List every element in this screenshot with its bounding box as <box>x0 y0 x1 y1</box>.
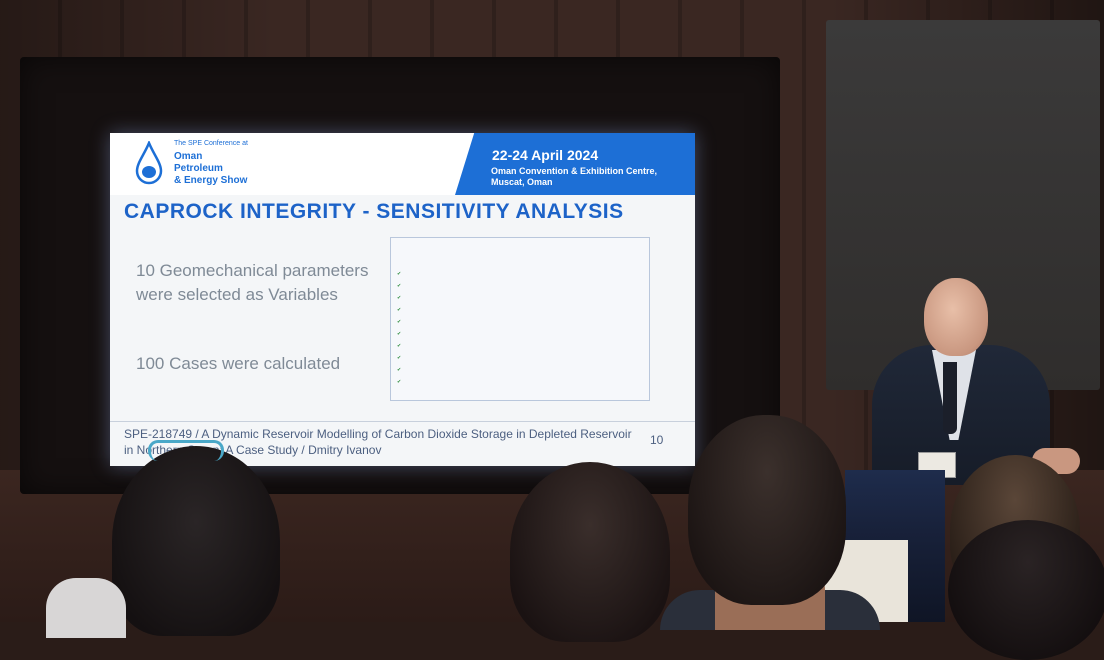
table-row: ✔ <box>397 271 402 277</box>
speaker-head <box>924 278 988 356</box>
spe-drop-logo-icon <box>135 141 163 185</box>
table-row: ✔ <box>397 355 402 361</box>
bullet-variables: 10 Geomechanical parameters were selecte… <box>136 261 369 304</box>
sunglasses-on-head <box>148 440 224 461</box>
audience-shirt-left <box>46 578 126 638</box>
table-row: ✔ <box>397 331 402 337</box>
parameter-table-image: ✔ ✔ ✔ ✔ ✔ ✔ ✔ ✔ ✔ ✔ <box>390 237 650 401</box>
audience-head-far-right <box>948 520 1104 660</box>
table-row: ✔ <box>397 367 402 373</box>
audience-head-left <box>112 446 280 636</box>
conference-date: 22-24 April 2024 <box>492 147 599 163</box>
slide-header: The SPE Conference at Oman Petroleum & E… <box>110 133 695 195</box>
footer-divider <box>110 421 695 422</box>
table-row: ✔ <box>397 343 402 349</box>
table-row: ✔ <box>397 283 402 289</box>
audience-head-center <box>510 462 670 642</box>
table-row: ✔ <box>397 295 402 301</box>
slide-page-number: 10 <box>650 433 664 447</box>
slide-title: CAPROCK INTEGRITY - SENSITIVITY ANALYSIS <box>124 200 624 223</box>
table-row: ✔ <box>397 319 402 325</box>
audience-head-front <box>688 415 846 605</box>
conference-tagline: The SPE Conference at <box>174 140 248 147</box>
conference-venue: Oman Convention & Exhibition Centre, Mus… <box>491 166 658 187</box>
bullet-cases: 100 Cases were calculated <box>136 354 341 373</box>
header-date-band <box>455 133 695 195</box>
table-row: ✔ <box>397 307 402 313</box>
presentation-slide: The SPE Conference at Oman Petroleum & E… <box>110 133 695 466</box>
speaker-tie <box>943 362 957 434</box>
conference-name: Oman Petroleum & Energy Show <box>174 151 248 186</box>
table-row: ✔ <box>397 379 402 385</box>
